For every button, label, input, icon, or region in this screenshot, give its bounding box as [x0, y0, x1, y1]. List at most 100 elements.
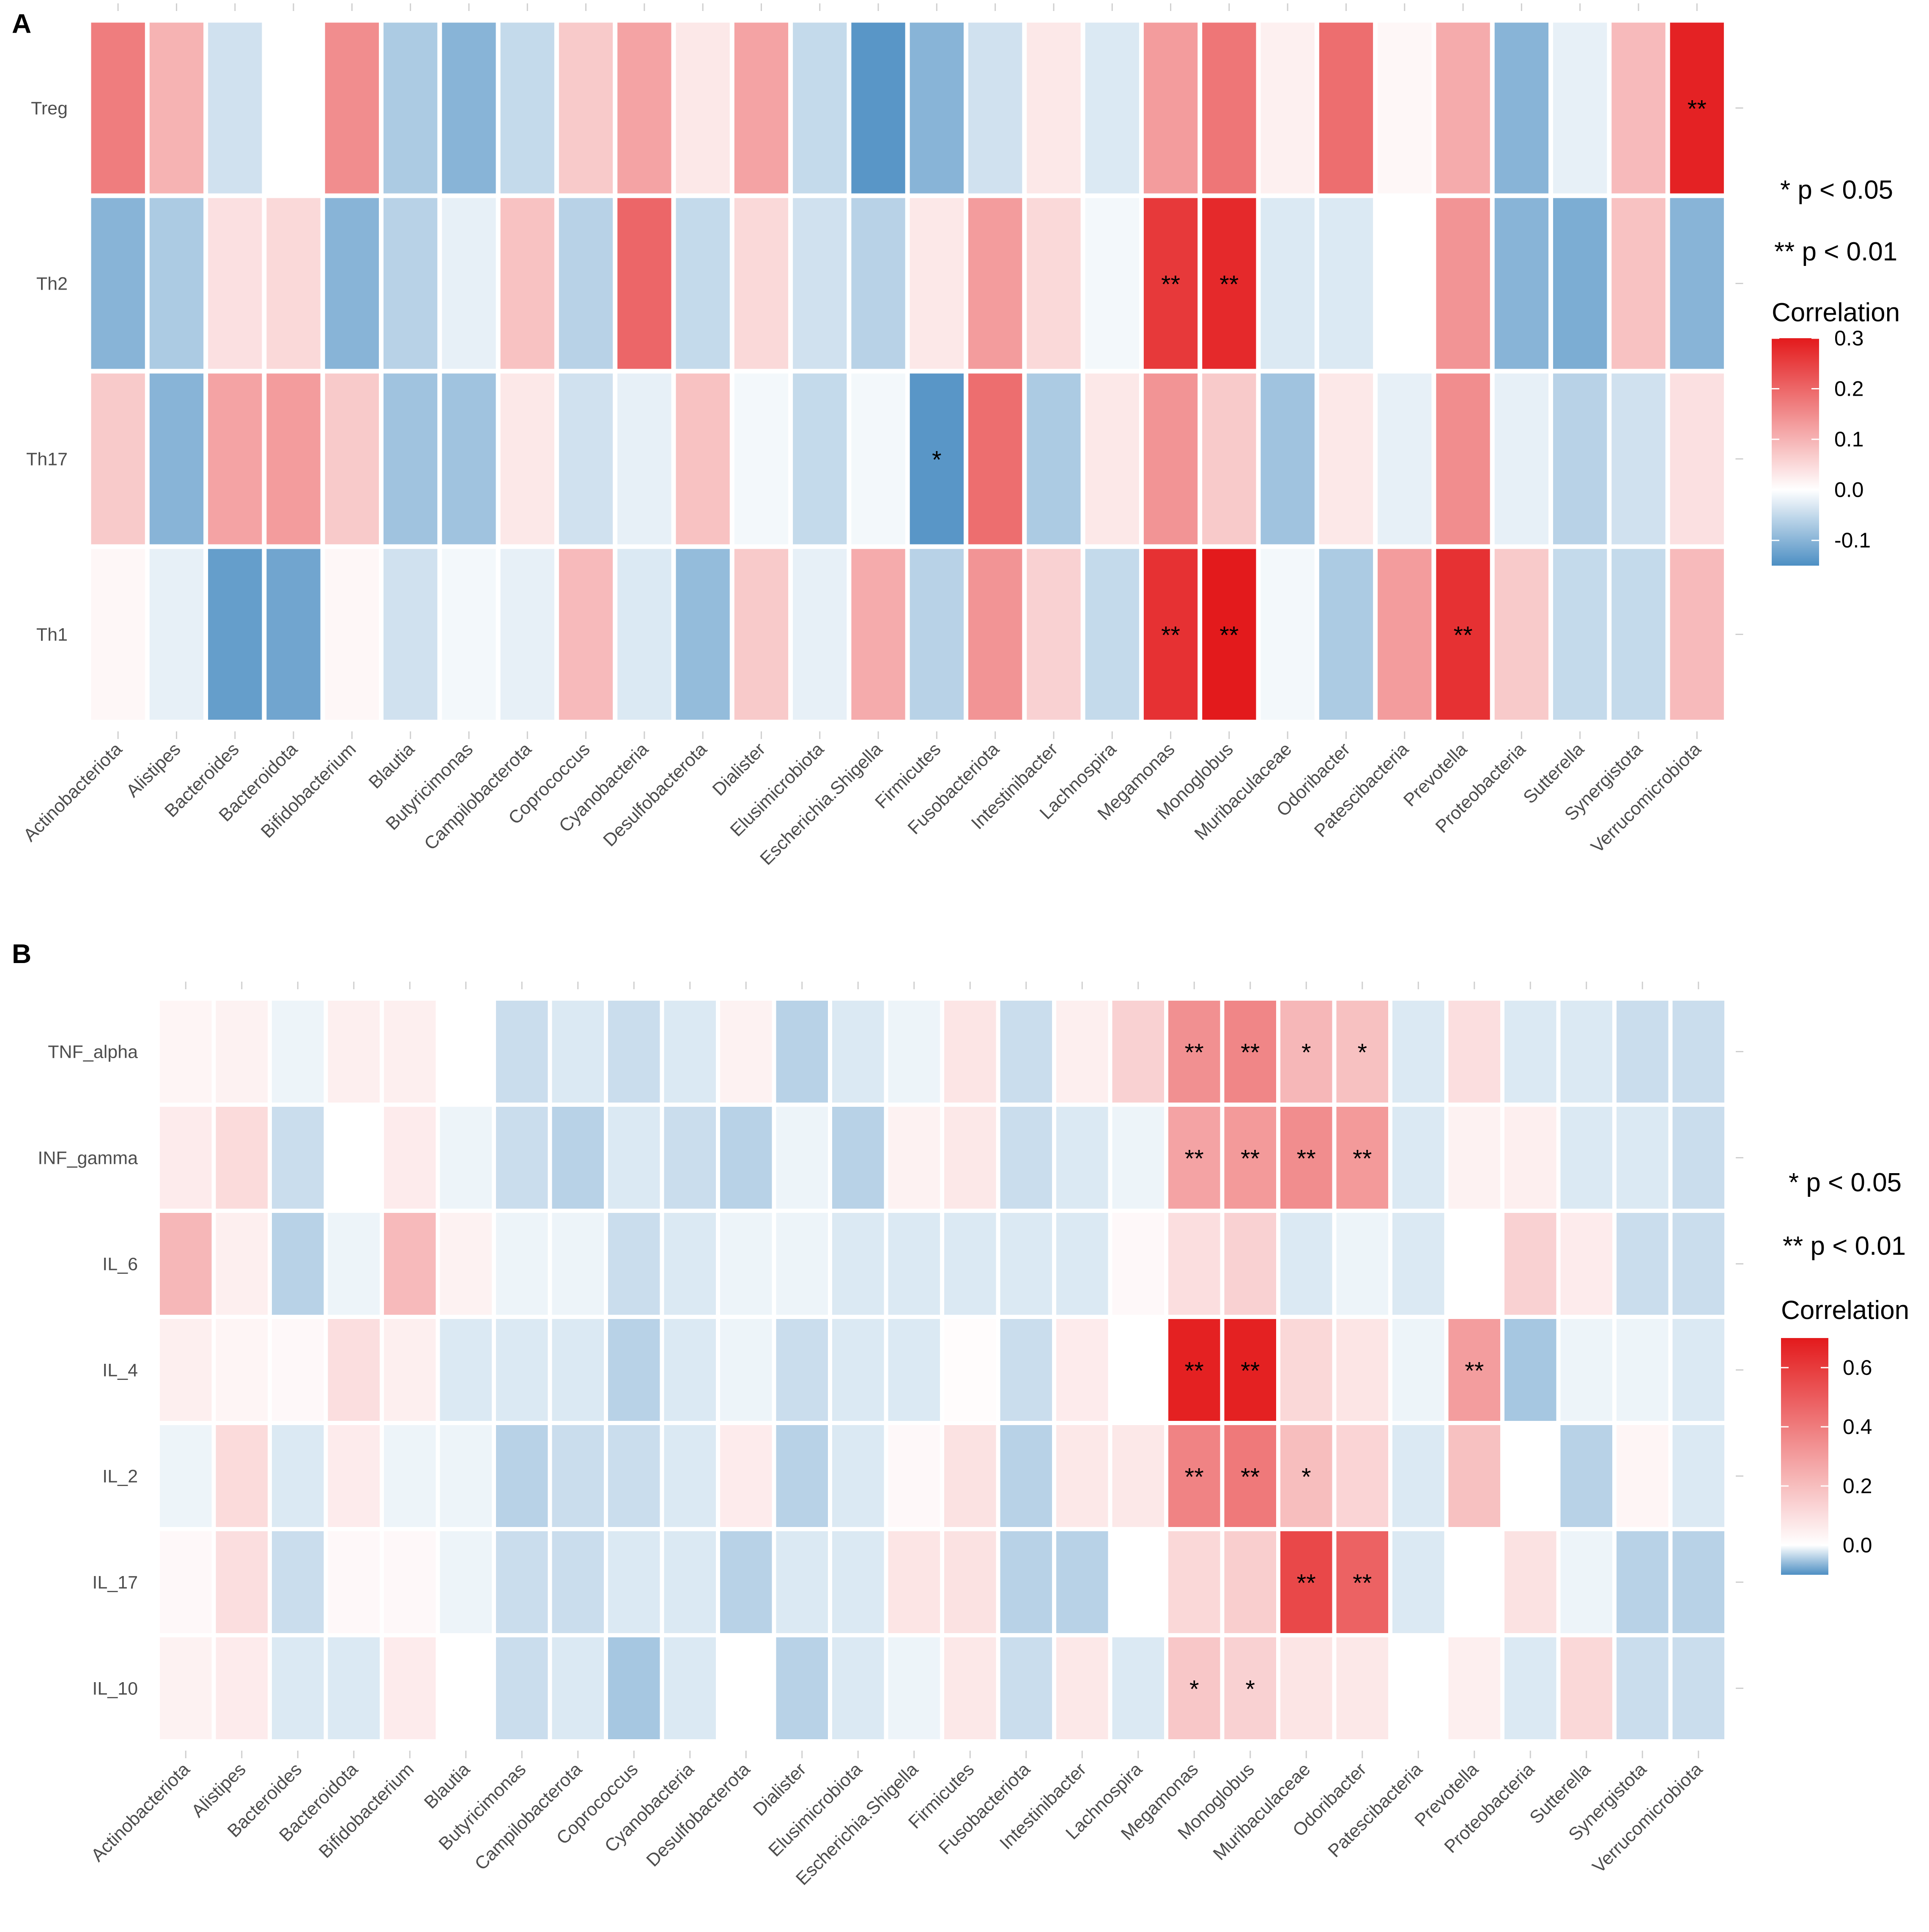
heatmap-cell-IL_2-Firmicutes	[944, 1425, 996, 1527]
heatmap-cell-IL_2-Synergistota	[1617, 1425, 1669, 1527]
heatmap-cell-IL_10-Megamonas	[1168, 1637, 1220, 1739]
heatmap-cell-Treg-Intestinibacter	[1027, 22, 1081, 194]
heatmap-cell-IL_6-Verrucomicrobiota	[1672, 1213, 1724, 1315]
panel-a-letter: A	[12, 8, 31, 39]
heatmap-cell-IL_4-Sutterella	[1560, 1319, 1612, 1421]
heatmap-cell-IL_2-Butyricimonas	[496, 1425, 548, 1527]
heatmap-cell-IL_6-Monoglobus	[1224, 1213, 1276, 1315]
heatmap-cell-IL_17-Intestinibacter	[1056, 1531, 1108, 1633]
heatmap-cell-Treg-Bacteroidota	[266, 22, 321, 194]
row-label: Treg	[31, 99, 68, 119]
heatmap-cell-IL_10-Verrucomicrobiota	[1672, 1637, 1724, 1739]
heatmap-cell-IL_10-Dialister	[776, 1637, 828, 1739]
row-label: IL_17	[92, 1573, 138, 1593]
heatmap-cell-Th2-Firmicutes	[910, 198, 964, 369]
heatmap-cell-Th2-Alistipes	[149, 198, 204, 369]
heatmap-cell-Th2-Prevotella	[1436, 198, 1490, 369]
heatmap-cell-Treg-Patescibacteria	[1378, 22, 1432, 194]
heatmap-cell-INF_gamma-Synergistota	[1617, 1107, 1669, 1209]
legend-tick-label: 0.0	[1843, 1533, 1872, 1557]
heatmap-cell-IL_10-Fusobacteriota	[1000, 1637, 1052, 1739]
heatmap-cell-IL_2-Patescibacteria	[1392, 1425, 1444, 1527]
heatmap-cell-IL_2-Muribaculaceae	[1280, 1425, 1332, 1527]
heatmap-cell-Th1-Butyricimonas	[442, 549, 496, 720]
heatmap-cell-IL_6-Elusimicrobiota	[832, 1213, 884, 1315]
significance-marker: **	[1241, 1357, 1260, 1385]
panel-b-cells: ** ** * *** ** ** **** ** **** ** *** *** *	[160, 1001, 1724, 1739]
heatmap-cell-INF_gamma-Patescibacteria	[1392, 1107, 1444, 1209]
heatmap-cell-IL_10-Elusimicrobiota	[832, 1637, 884, 1739]
heatmap-cell-INF_gamma-Desulfobacterota	[720, 1107, 772, 1209]
heatmap-cell-Th1-Coprococcus	[559, 549, 613, 720]
significance-marker: **	[1185, 1145, 1204, 1173]
heatmap-cell-TNF_alpha-Cyanobacteria	[664, 1001, 716, 1103]
heatmap-cell-IL_17-Bacteroidota	[328, 1531, 380, 1633]
heatmap-cell-Th1-Synergistota	[1611, 549, 1666, 720]
heatmap-cell-IL_2-Intestinibacter	[1056, 1425, 1108, 1527]
heatmap-cell-Treg-Proteobacteria	[1494, 22, 1548, 194]
heatmap-cell-Th17-Intestinibacter	[1027, 373, 1081, 545]
heatmap-cell-IL_4-Blautia	[440, 1319, 492, 1421]
heatmap-cell-IL_6-Bifidobacterium	[384, 1213, 436, 1315]
heatmap-cell-IL_10-Proteobacteria	[1504, 1637, 1556, 1739]
heatmap-cell-TNF_alpha-Alistipes	[216, 1001, 268, 1103]
legend-b-colorbar	[1781, 1338, 1828, 1575]
heatmap-cell-IL_17-Bifidobacterium	[384, 1531, 436, 1633]
heatmap-cell-Treg-Megamonas	[1143, 22, 1198, 194]
heatmap-cell-Th1-Fusobacteriota	[968, 549, 1022, 720]
heatmap-cell-IL_4-Patescibacteria	[1392, 1319, 1444, 1421]
panel-a-legend: * p < 0.05 ** p < 0.01 Correlation 0.30.…	[1772, 175, 1900, 566]
column-label: Blautia	[365, 739, 419, 793]
heatmap-cell-IL_2-Lachnospira	[1112, 1425, 1164, 1527]
row-label: TNF_alpha	[48, 1042, 138, 1062]
heatmap-cell-IL_6-Cyanobacteria	[664, 1213, 716, 1315]
heatmap-cell-Th2-Coprococcus	[559, 198, 613, 369]
heatmap-cell-Th2-Synergistota	[1611, 198, 1666, 369]
heatmap-cell-INF_gamma-Bacteroides	[272, 1107, 324, 1209]
heatmap-cell-Th17-Desulfobacterota	[676, 373, 730, 545]
heatmap-cell-IL_4-Firmicutes	[944, 1319, 996, 1421]
heatmap-cell-IL_4-Desulfobacterota	[720, 1319, 772, 1421]
heatmap-cell-IL_2-Cyanobacteria	[664, 1425, 716, 1527]
heatmap-cell-TNF_alpha-Escherichia.Shigella	[888, 1001, 940, 1103]
heatmap-cell-IL_2-Bifidobacterium	[384, 1425, 436, 1527]
heatmap-cell-IL_4-Prevotella	[1448, 1319, 1500, 1421]
significance-marker: **	[1241, 1039, 1260, 1067]
heatmap-cell-Th17-Monoglobus	[1202, 373, 1256, 545]
heatmap-cell-Th2-Actinobacteriota	[91, 198, 145, 369]
heatmap-cell-INF_gamma-Lachnospira	[1112, 1107, 1164, 1209]
heatmap-cell-IL_17-Lachnospira	[1112, 1531, 1164, 1633]
heatmap-cell-IL_4-Bifidobacterium	[384, 1319, 436, 1421]
heatmap-cell-Th17-Elusimicrobiota	[793, 373, 847, 545]
heatmap-cell-Th17-Odoribacter	[1319, 373, 1373, 545]
heatmap-cell-TNF_alpha-Firmicutes	[944, 1001, 996, 1103]
heatmap-cell-Treg-Lachnospira	[1085, 22, 1139, 194]
significance-marker: **	[1241, 1145, 1260, 1173]
heatmap-cell-IL_10-Sutterella	[1560, 1637, 1612, 1739]
heatmap-cell-IL_10-Cyanobacteria	[664, 1637, 716, 1739]
heatmap-cell-IL_17-Synergistota	[1617, 1531, 1669, 1633]
heatmap-cell-Treg-Elusimicrobiota	[793, 22, 847, 194]
heatmap-cell-Th1-Proteobacteria	[1494, 549, 1548, 720]
row-label: INF_gamma	[38, 1148, 138, 1169]
heatmap-cell-IL_2-Bacteroidota	[328, 1425, 380, 1527]
heatmap-cell-Th17-Bifidobacterium	[325, 373, 379, 545]
panel-b-letter: B	[12, 939, 31, 969]
column-label: Actinobacteriota	[19, 739, 126, 846]
heatmap-cell-IL_17-Firmicutes	[944, 1531, 996, 1633]
heatmap-cell-INF_gamma-Alistipes	[216, 1107, 268, 1209]
heatmap-cell-IL_6-Megamonas	[1168, 1213, 1220, 1315]
heatmap-cell-IL_10-Alistipes	[216, 1637, 268, 1739]
heatmap-cell-INF_gamma-Prevotella	[1448, 1107, 1500, 1209]
row-label: IL_4	[102, 1360, 138, 1381]
legend-tick-label: 0.2	[1834, 377, 1864, 401]
legend-a-colorbar	[1772, 338, 1819, 566]
significance-marker: **	[1297, 1145, 1316, 1173]
heatmap-cell-Th17-Alistipes	[149, 373, 204, 545]
column-label: Actinobacteriota	[87, 1759, 194, 1866]
heatmap-cell-Th2-Proteobacteria	[1494, 198, 1548, 369]
heatmap-cell-Treg-Firmicutes	[910, 22, 964, 194]
heatmap-cell-IL_6-Dialister	[776, 1213, 828, 1315]
row-label: IL_10	[92, 1679, 138, 1699]
heatmap-cell-Th17-Prevotella	[1436, 373, 1490, 545]
